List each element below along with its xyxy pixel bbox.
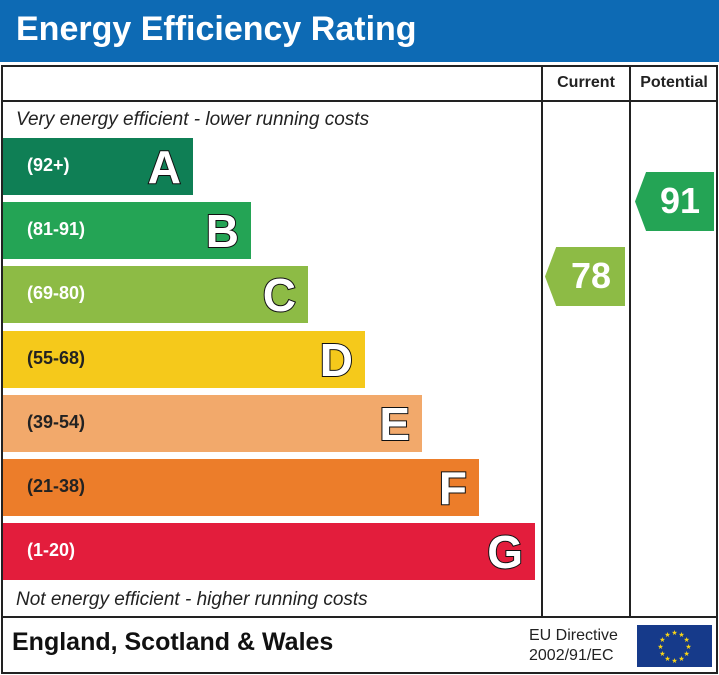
eu-flag-icon: ★ ★ ★ ★ ★ ★ ★ ★ ★ ★ ★ ★ — [637, 625, 712, 667]
potential-rating-arrow: 91 — [635, 172, 714, 231]
rating-frame — [1, 65, 718, 674]
star-icon: ★ — [671, 629, 677, 637]
star-icon: ★ — [671, 657, 677, 665]
divider — [1, 100, 718, 102]
divider — [1, 616, 718, 618]
page-title: Energy Efficiency Rating — [16, 10, 417, 48]
star-icon: ★ — [657, 643, 663, 651]
star-icon: ★ — [664, 655, 670, 663]
band-f: (21-38) F — [3, 459, 479, 516]
band-letter: D — [319, 333, 354, 387]
band-e: (39-54) E — [3, 395, 422, 452]
band-b: (81-91) B — [3, 202, 251, 259]
band-letter: B — [205, 204, 240, 258]
band-range: (92+) — [27, 155, 70, 175]
potential-rating-value: 91 — [659, 180, 700, 221]
band-range: (21-38) — [27, 476, 86, 496]
top-note: Very energy efficient - lower running co… — [16, 109, 370, 130]
band-range: (39-54) — [27, 412, 86, 432]
column-current: Current — [557, 74, 615, 91]
star-icon: ★ — [685, 643, 691, 651]
band-range: (55-68) — [27, 348, 86, 368]
star-icon: ★ — [683, 636, 689, 644]
band-c: (69-80) C — [3, 266, 308, 323]
star-icon: ★ — [678, 631, 684, 639]
band-range: (81-91) — [27, 219, 86, 239]
region-label: England, Scotland & Wales — [12, 628, 334, 656]
current-rating-arrow: 78 — [545, 247, 625, 306]
band-a: (92+) A — [3, 138, 193, 195]
band-letter: E — [378, 397, 411, 451]
band-g: (1-20) G — [3, 523, 535, 580]
star-icon: ★ — [659, 636, 665, 644]
band-letter: F — [438, 461, 468, 515]
star-icon: ★ — [659, 650, 665, 658]
band-range: (1-20) — [27, 540, 76, 560]
divider — [629, 65, 631, 618]
current-rating-value: 78 — [570, 255, 611, 296]
band-d: (55-68) D — [3, 331, 365, 388]
star-icon: ★ — [664, 631, 670, 639]
bottom-note: Not energy efficient - higher running co… — [16, 589, 368, 610]
band-letter: G — [486, 525, 524, 579]
band-letter: C — [262, 268, 297, 322]
divider — [541, 65, 543, 618]
directive-line2: 2002/91/EC — [529, 647, 614, 664]
star-icon: ★ — [683, 650, 689, 658]
band-range: (69-80) — [27, 283, 86, 303]
column-potential: Potential — [640, 74, 708, 91]
eu-directive: EU Directive 2002/91/EC — [529, 626, 618, 666]
directive-line1: EU Directive — [529, 627, 618, 644]
star-icon: ★ — [678, 655, 684, 663]
header: Energy Efficiency Rating — [0, 0, 719, 62]
band-letter: A — [147, 140, 182, 194]
